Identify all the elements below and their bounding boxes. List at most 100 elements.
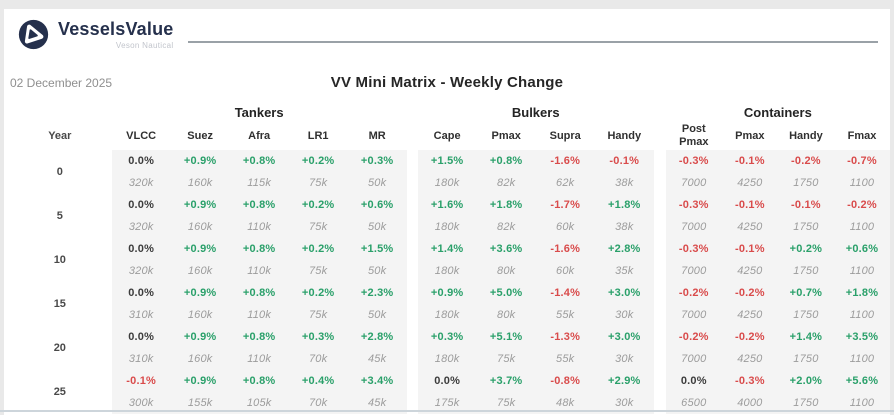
pct-cell: +0.8% <box>242 375 276 387</box>
value-cell: 35k <box>615 265 634 277</box>
year-label: 20 <box>53 342 66 354</box>
pct-cell: +1.6% <box>430 199 464 211</box>
value-cell: 7000 <box>681 177 707 189</box>
pct-cell: -1.3% <box>550 331 581 343</box>
pct-cell: +0.9% <box>183 331 217 343</box>
value-row: 7000 4250 1750 1100 <box>666 260 890 282</box>
pct-cell: +3.0% <box>608 331 641 343</box>
pct-cell: +2.9% <box>608 375 641 387</box>
data-block-containers: -0.3% -0.1% -0.2% -0.7% 7000 4250 1750 1100 <box>665 150 890 194</box>
value-cell: 55k <box>556 309 575 321</box>
pct-cell: 0.0% <box>128 155 155 167</box>
pct-cell: +3.6% <box>489 243 523 255</box>
value-cell: 7000 <box>681 265 707 277</box>
value-cell: 1750 <box>793 309 819 321</box>
value-cell: 80k <box>497 265 516 277</box>
pct-cell: +0.8% <box>242 155 276 167</box>
pct-cell: +2.8% <box>608 243 641 255</box>
value-cell: 1100 <box>849 309 875 321</box>
value-cell: 300k <box>128 397 154 409</box>
pct-cell: -1.4% <box>550 287 581 299</box>
data-block-tankers: 0.0% +0.9% +0.8% +0.2% +0.3% 320k 160k 115k 75k 5… <box>111 150 407 194</box>
value-cell: 115k <box>247 177 272 189</box>
group-header-row: Tankers Bulkers Containers <box>8 102 890 122</box>
table-row-year-20: 20 0.0% +0.9% +0.8% +0.3% +2.8% 310k 160k 110k 70… <box>8 326 890 370</box>
value-cell: 320k <box>128 265 154 277</box>
value-cell: 160k <box>187 309 213 321</box>
data-block-tankers: -0.1% +0.9% +0.8% +0.4% +3.4% 300k 155k 105k 70k… <box>111 370 407 414</box>
pct-cell: +2.3% <box>360 287 394 299</box>
value-cell: 110k <box>247 309 272 321</box>
value-row: 300k 155k 105k 70k 45k <box>112 392 407 414</box>
pct-cell: +0.2% <box>301 243 335 255</box>
value-cell: 1750 <box>793 221 819 233</box>
group-gutter <box>407 238 418 282</box>
pct-cell: +0.3% <box>430 331 464 343</box>
pct-cell: +0.9% <box>183 199 217 211</box>
value-cell: 4250 <box>737 309 763 321</box>
value-row: 175k 75k 48k 30k <box>418 392 654 414</box>
value-cell: 75k <box>308 309 328 321</box>
group-title-containers: Containers <box>743 104 812 120</box>
pct-cell: -1.6% <box>550 155 581 167</box>
pct-cell: +0.2% <box>301 155 335 167</box>
value-cell: 70k <box>308 353 328 365</box>
value-row: 180k 75k 55k 30k <box>418 348 654 370</box>
value-cell: 155k <box>187 397 213 409</box>
pct-cell: -1.6% <box>550 243 581 255</box>
value-cell: 1100 <box>849 397 875 409</box>
group-gutter <box>654 326 666 370</box>
value-cell: 48k <box>556 397 575 409</box>
data-block-tankers: 0.0% +0.9% +0.8% +0.3% +2.8% 310k 160k 110k 70k 4… <box>111 326 407 370</box>
value-cell: 50k <box>367 309 387 321</box>
pct-cell: +0.2% <box>301 287 335 299</box>
pct-cell: -0.1% <box>734 199 765 211</box>
table-row-year-0: 0 0.0% +0.9% +0.8% +0.2% +0.3% 320k 160k 115k 75k… <box>8 150 890 194</box>
pct-cell: -0.3% <box>678 199 709 211</box>
pct-change-row: +0.9% +5.0% -1.4% +3.0% <box>418 282 654 304</box>
group-gutter <box>654 282 666 326</box>
pct-cell: -0.3% <box>678 155 709 167</box>
pct-cell: +3.7% <box>489 375 523 387</box>
value-row: 180k 80k 60k 35k <box>418 260 654 282</box>
value-cell: 175k <box>434 397 460 409</box>
value-cell: 180k <box>434 221 460 233</box>
pct-change-row: 0.0% +0.9% +0.8% +0.2% +2.3% <box>112 282 407 304</box>
year-label: 25 <box>53 386 66 398</box>
value-cell: 160k <box>187 177 213 189</box>
pct-cell: -0.2% <box>734 287 765 299</box>
report-header: VesselsValue Veson Nautical <box>4 9 890 50</box>
column-header-pmax: Pmax <box>735 129 765 142</box>
column-headers-containers: Post Pmax Pmax Handy Fmax <box>666 122 890 150</box>
value-cell: 1750 <box>793 177 819 189</box>
brand-name: VesselsValue <box>58 19 174 39</box>
value-cell: 110k <box>247 265 272 277</box>
column-header-lr1: LR1 <box>307 129 329 142</box>
pct-cell: 0.0% <box>128 243 155 255</box>
data-block-bulkers: +1.4% +3.6% -1.6% +2.8% 180k 80k 60k 35k <box>417 238 654 282</box>
value-cell: 1750 <box>793 397 819 409</box>
value-cell: 1100 <box>849 353 875 365</box>
column-header-supra: Supra <box>549 129 581 142</box>
pct-cell: +0.7% <box>789 287 823 299</box>
pct-cell: +2.0% <box>789 375 823 387</box>
table-row-year-15: 15 0.0% +0.9% +0.8% +0.2% +2.3% 310k 160k 110k 75… <box>8 282 890 326</box>
pct-cell: +5.0% <box>489 287 523 299</box>
pct-cell: -0.7% <box>847 155 877 167</box>
pct-cell: -0.2% <box>791 155 821 167</box>
pct-cell: -1.7% <box>550 199 581 211</box>
column-header-mr: MR <box>368 129 386 142</box>
data-block-containers: -0.3% -0.1% -0.1% -0.2% 7000 4250 1750 1100 <box>665 194 890 238</box>
value-row: 180k 80k 55k 30k <box>418 304 654 326</box>
value-cell: 160k <box>187 265 213 277</box>
pct-cell: +0.9% <box>430 287 464 299</box>
pct-cell: +3.4% <box>360 375 394 387</box>
year-label: 10 <box>53 254 66 266</box>
value-cell: 7000 <box>681 353 707 365</box>
pct-cell: +1.8% <box>608 199 641 211</box>
value-cell: 180k <box>434 265 460 277</box>
pct-cell: +0.2% <box>789 243 823 255</box>
pct-cell: -0.2% <box>678 331 709 343</box>
value-cell: 1100 <box>849 265 875 277</box>
pct-change-row: -0.3% -0.1% -0.1% -0.2% <box>666 194 890 216</box>
